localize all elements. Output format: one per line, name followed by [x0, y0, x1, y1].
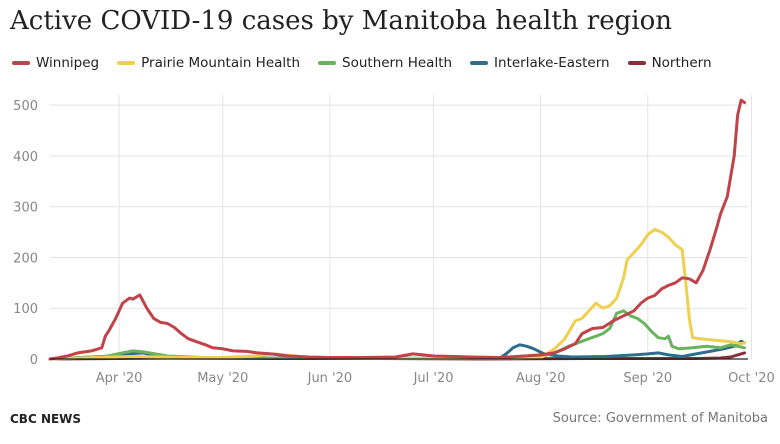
- y-tick-label: 500: [13, 99, 38, 114]
- x-tick-label: Sep '20: [623, 371, 672, 386]
- x-tick-label: Aug '20: [516, 371, 566, 386]
- legend-item-winnipeg: Winnipeg: [12, 55, 99, 71]
- source-note: Source: Government of Manitoba: [552, 411, 768, 426]
- legend-item-prairie-mountain-health: Prairie Mountain Health: [117, 55, 300, 71]
- x-tick-label: Oct '20: [728, 371, 775, 386]
- legend-swatch-winnipeg: [12, 61, 30, 65]
- legend-item-northern: Northern: [627, 55, 712, 71]
- legend-label-winnipeg: Winnipeg: [36, 55, 100, 71]
- x-tick-label: May '20: [197, 371, 248, 386]
- legend-swatch-prairie-mountain-health: [117, 61, 136, 65]
- y-tick-label: 0: [30, 353, 38, 368]
- legend-label-interlake-eastern: Interlake-Eastern: [494, 55, 610, 71]
- legend: Winnipeg Prairie Mountain Health Souther…: [12, 55, 712, 71]
- x-tick-label: Apr '20: [96, 371, 143, 386]
- chart-title: Active COVID-19 cases by Manitoba health…: [10, 6, 672, 36]
- legend-swatch-interlake-eastern: [470, 61, 489, 65]
- legend-item-southern-health: Southern Health: [318, 55, 452, 71]
- y-tick-label: 400: [13, 150, 38, 165]
- legend-label-northern: Northern: [651, 55, 712, 71]
- y-tick-label: 200: [13, 251, 38, 266]
- legend-item-interlake-eastern: Interlake-Eastern: [470, 55, 610, 71]
- legend-swatch-southern-health: [318, 61, 337, 65]
- x-tick-label: Jul '20: [413, 371, 454, 386]
- legend-swatch-northern: [627, 61, 646, 65]
- series-line-winnipeg: [48, 98, 746, 361]
- legend-label-prairie-mountain-health: Prairie Mountain Health: [141, 55, 301, 71]
- series-line-prairie-mountain-health: [48, 228, 746, 361]
- legend-label-southern-health: Southern Health: [342, 55, 453, 71]
- x-tick-label: Jun '20: [307, 371, 353, 386]
- y-tick-label: 300: [13, 201, 38, 216]
- cbc-news-brand: CBC NEWS: [10, 412, 82, 426]
- y-tick-label: 100: [13, 302, 38, 317]
